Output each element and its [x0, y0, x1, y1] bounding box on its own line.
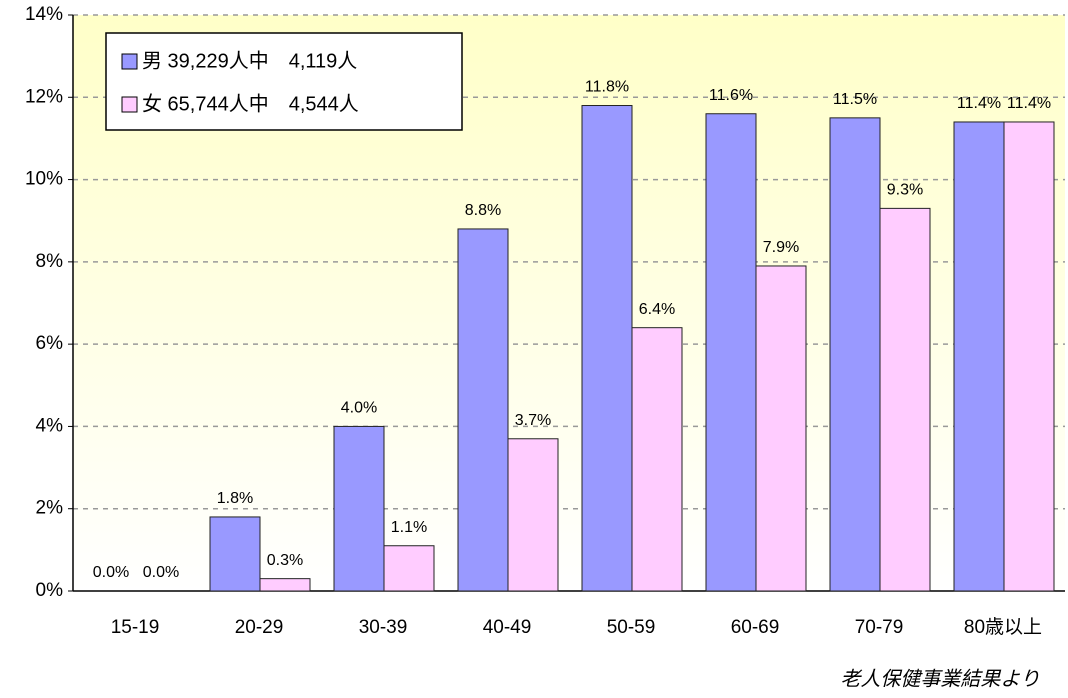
x-tick-label: 20-29	[235, 617, 284, 638]
legend-label: 女 65,744人中 4,544人	[142, 92, 359, 115]
x-tick-label: 80歳以上	[964, 616, 1042, 638]
value-label: 11.6%	[709, 87, 753, 104]
value-label: 11.4%	[1007, 95, 1051, 112]
bar	[1003, 121, 1055, 592]
value-label: 3.7%	[515, 412, 551, 429]
y-tick-label: 10%	[25, 169, 63, 190]
value-label: 11.8%	[585, 79, 629, 96]
bar	[953, 121, 1005, 592]
y-tick-label: 14%	[25, 4, 63, 25]
bar	[879, 207, 931, 592]
bar	[631, 327, 683, 592]
x-tick-label: 40-49	[483, 617, 532, 638]
bar	[755, 265, 807, 592]
value-label: 11.5%	[833, 91, 877, 108]
bar	[333, 425, 385, 592]
value-label: 0.0%	[93, 564, 129, 581]
value-label: 1.1%	[391, 519, 427, 536]
bar	[457, 228, 509, 592]
y-tick-label: 4%	[36, 415, 64, 436]
legend-swatch	[121, 96, 138, 113]
value-label: 4.0%	[341, 400, 377, 417]
value-label: 8.8%	[465, 202, 501, 219]
x-tick-label: 15-19	[111, 617, 160, 638]
y-tick-label: 8%	[36, 251, 64, 272]
y-tick-label: 12%	[25, 86, 63, 107]
source-note: 老人保健事業結果より	[840, 668, 1040, 690]
x-tick-label: 50-59	[607, 617, 656, 638]
y-tick-label: 2%	[36, 498, 64, 519]
bar	[581, 105, 633, 592]
value-label: 6.4%	[639, 301, 675, 318]
legend-box	[105, 32, 463, 131]
bar	[383, 545, 435, 592]
x-tick-label: 70-79	[855, 617, 904, 638]
value-label: 0.0%	[143, 564, 179, 581]
bar	[259, 578, 311, 592]
value-label: 9.3%	[887, 182, 923, 199]
legend-label: 男 39,229人中 4,119人	[142, 49, 357, 72]
value-label: 1.8%	[217, 490, 253, 507]
value-label: 0.3%	[267, 552, 303, 569]
x-tick-label: 30-39	[359, 617, 408, 638]
y-tick-label: 0%	[36, 580, 64, 601]
bar	[829, 117, 881, 592]
value-label: 11.4%	[957, 95, 1001, 112]
bar	[507, 438, 559, 592]
value-label: 7.9%	[763, 239, 799, 256]
x-tick-label: 60-69	[731, 617, 780, 638]
y-tick-label: 6%	[36, 333, 64, 354]
bar	[705, 113, 757, 592]
legend-swatch	[121, 53, 138, 70]
bar	[209, 516, 261, 592]
